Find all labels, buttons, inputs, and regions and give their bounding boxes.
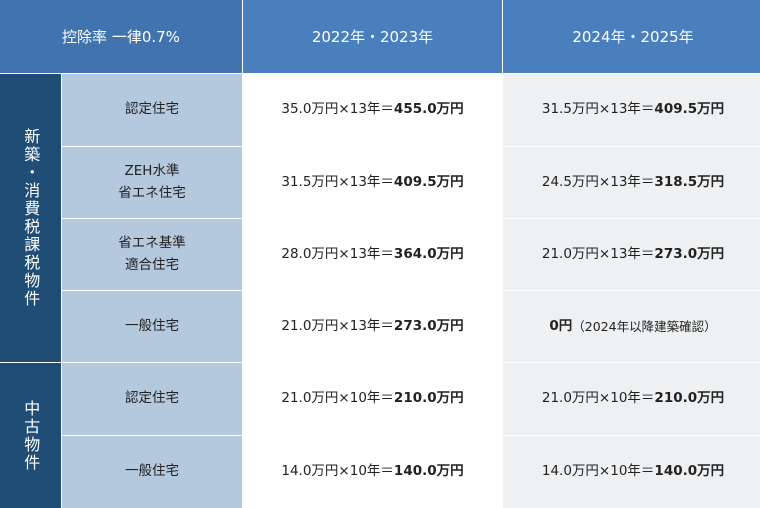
group-new-taxable: 新築・消費税課税物件 bbox=[0, 74, 61, 362]
value-2022: 31.5万円×13年＝ 409.5万円 bbox=[243, 147, 502, 218]
value-2022: 21.0万円×10年＝ 210.0万円 bbox=[243, 363, 502, 435]
row-type: 一般住宅 bbox=[62, 291, 242, 362]
value-2022: 14.0万円×10年＝ 140.0万円 bbox=[243, 436, 502, 508]
header-2022-2023: 2022年・2023年 bbox=[243, 0, 502, 73]
value-2024: 14.0万円×10年＝ 140.0万円 bbox=[503, 436, 760, 508]
header-2024-2025: 2024年・2025年 bbox=[503, 0, 760, 73]
value-2024: 0円 （2024年以降建築確認） bbox=[503, 291, 760, 362]
value-2024: 31.5万円×13年＝ 409.5万円 bbox=[503, 74, 760, 146]
value-2024: 24.5万円×13年＝ 318.5万円 bbox=[503, 147, 760, 218]
row-type: 一般住宅 bbox=[62, 436, 242, 508]
row-type: 省エネ基準 適合住宅 bbox=[62, 219, 242, 290]
value-2024: 21.0万円×13年＝ 273.0万円 bbox=[503, 219, 760, 290]
row-type: 認定住宅 bbox=[62, 363, 242, 435]
value-2022: 28.0万円×13年＝ 364.0万円 bbox=[243, 219, 502, 290]
value-2022: 21.0万円×13年＝ 273.0万円 bbox=[243, 291, 502, 362]
value-2024: 21.0万円×10年＝ 210.0万円 bbox=[503, 363, 760, 435]
group-used: 中古物件 bbox=[0, 363, 61, 508]
row-type: ZEH水準 省エネ住宅 bbox=[62, 147, 242, 218]
row-type: 認定住宅 bbox=[62, 74, 242, 146]
header-rate: 控除率 一律0.7% bbox=[0, 0, 242, 73]
value-2022: 35.0万円×13年＝ 455.0万円 bbox=[243, 74, 502, 146]
